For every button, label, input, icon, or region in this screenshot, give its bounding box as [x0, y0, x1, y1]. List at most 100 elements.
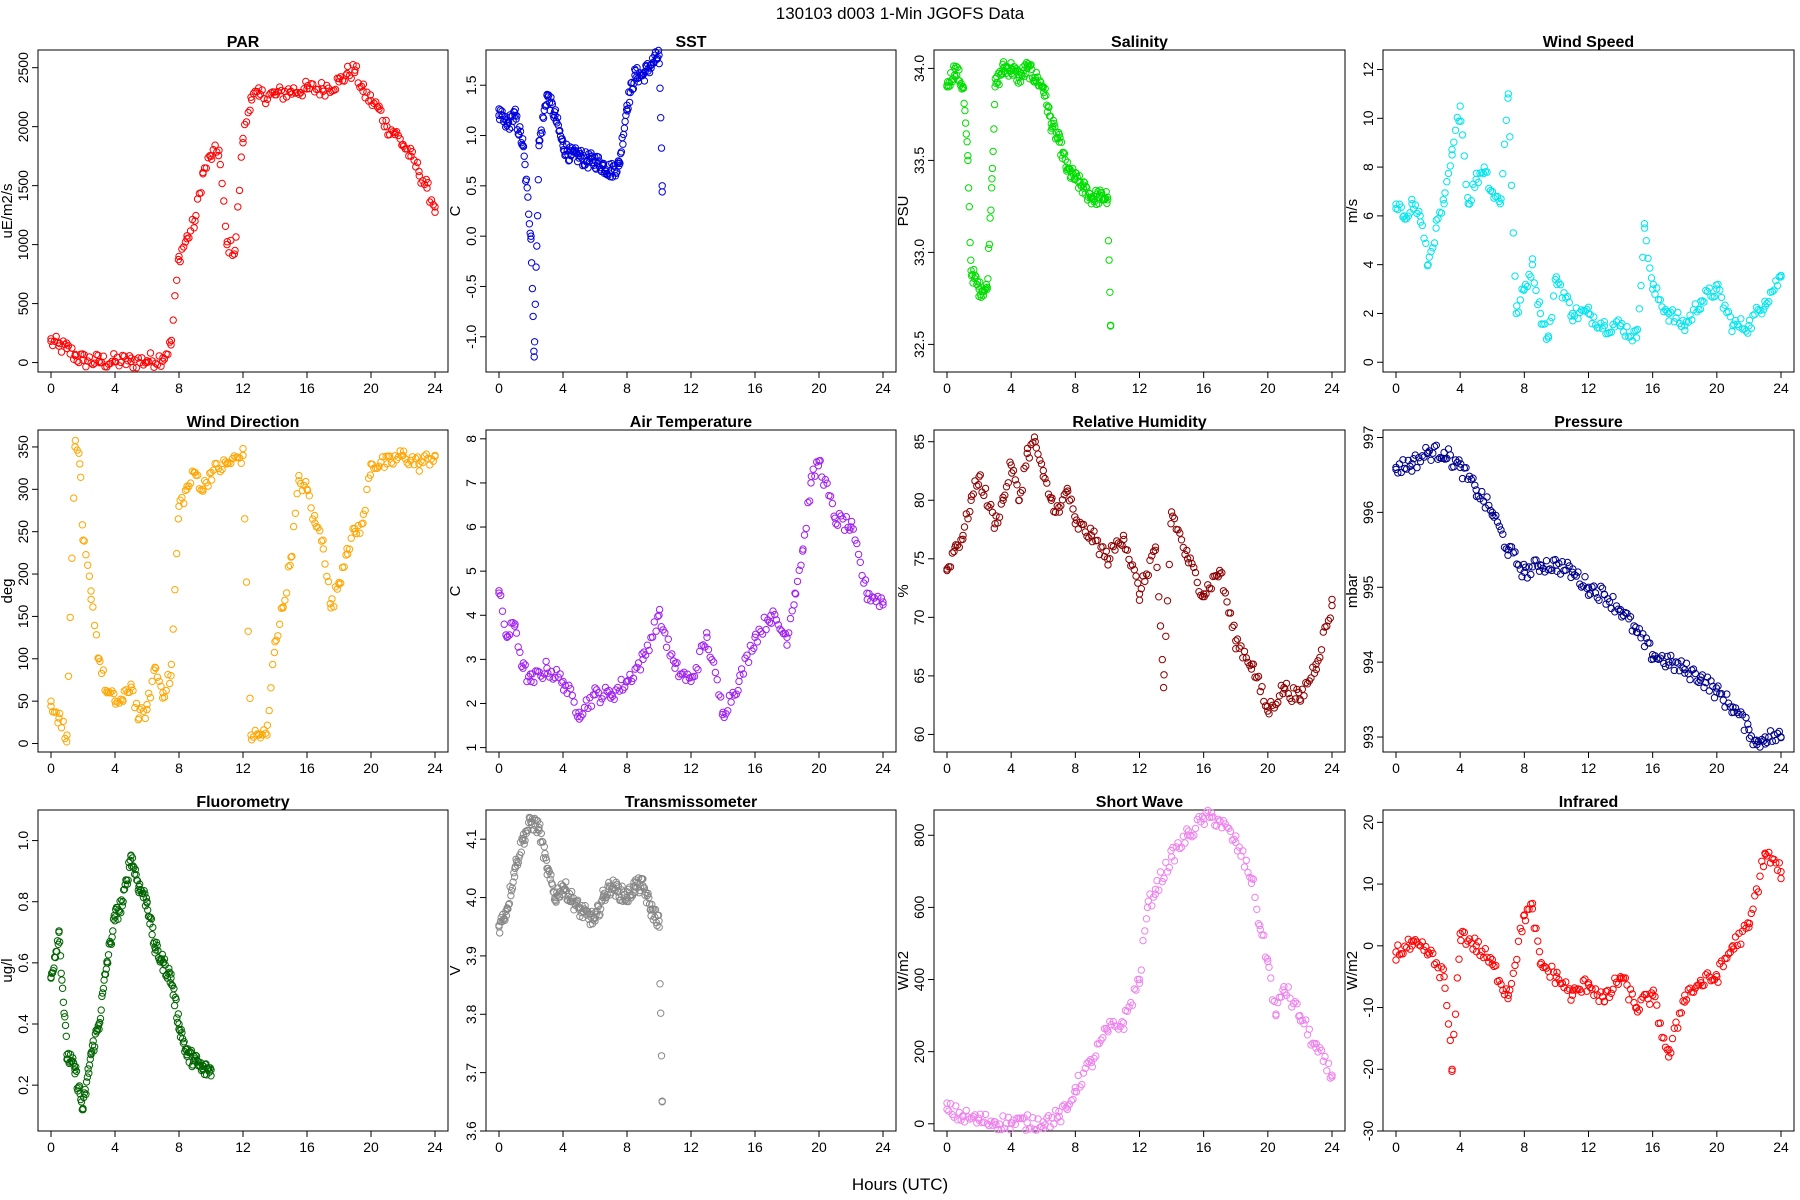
- data-point: [1216, 570, 1224, 578]
- data-point: [134, 354, 143, 362]
- data-point: [1712, 684, 1721, 692]
- data-point: [868, 593, 877, 601]
- data-point: [239, 134, 247, 143]
- data-point: [1607, 989, 1616, 997]
- data-point: [1656, 1019, 1665, 1027]
- data-point: [583, 911, 591, 919]
- data-point: [1395, 460, 1404, 468]
- data-point: [1665, 309, 1673, 318]
- data-point: [1186, 831, 1195, 840]
- data-point: [960, 523, 969, 531]
- data-point: [284, 563, 293, 571]
- data-point: [303, 485, 311, 493]
- data-point: [1256, 921, 1264, 930]
- data-point: [1665, 317, 1673, 325]
- data-point: [1289, 999, 1298, 1008]
- data-point: [520, 152, 528, 160]
- data-point: [1095, 193, 1104, 201]
- x-tick-label: 0: [47, 760, 55, 776]
- x-tick-label: 20: [363, 760, 379, 776]
- data-point: [551, 106, 560, 114]
- data-point: [849, 525, 857, 533]
- data-point: [1232, 838, 1240, 847]
- plot-frame: [1382, 809, 1795, 1132]
- data-point: [98, 989, 107, 997]
- data-point: [1747, 909, 1756, 918]
- x-tick-label: 8: [1071, 760, 1079, 776]
- data-point: [153, 673, 162, 681]
- data-point: [1628, 990, 1637, 998]
- data-point: [136, 705, 144, 714]
- data-point: [191, 468, 199, 477]
- data-point: [191, 1057, 199, 1065]
- data-point: [90, 1043, 99, 1051]
- data-point: [295, 471, 303, 480]
- data-point: [658, 188, 666, 196]
- data-point: [155, 352, 163, 360]
- data-point: [519, 664, 527, 672]
- data-point: [1616, 322, 1625, 330]
- data-point: [1071, 1084, 1080, 1092]
- data-point: [854, 550, 863, 559]
- data-series: [943, 433, 1336, 718]
- data-point: [52, 708, 60, 716]
- data-point: [543, 91, 551, 100]
- x-tick-label: 4: [1007, 760, 1015, 776]
- data-point: [87, 587, 95, 595]
- data-point: [1023, 64, 1031, 73]
- data-point: [1455, 955, 1463, 963]
- data-point: [223, 240, 231, 249]
- data-point: [657, 144, 666, 152]
- x-tick-label: 16: [1196, 760, 1212, 776]
- data-point: [1441, 984, 1449, 992]
- data-point: [556, 126, 564, 135]
- y-axis-label: uE/m2/s: [0, 183, 16, 238]
- x-tick-label: 24: [1324, 1139, 1340, 1155]
- data-point: [735, 677, 743, 686]
- data-point: [943, 566, 951, 575]
- data-point: [1705, 284, 1714, 292]
- data-point: [1424, 948, 1432, 956]
- data-point: [615, 888, 623, 896]
- data-point: [1702, 678, 1710, 687]
- data-point: [800, 531, 809, 539]
- data-point: [1448, 151, 1456, 159]
- data-point: [595, 912, 603, 920]
- plot-frame: [37, 809, 449, 1132]
- data-point: [1116, 540, 1125, 548]
- data-point: [1546, 317, 1554, 325]
- data-point: [629, 85, 637, 93]
- data-point: [127, 680, 135, 688]
- data-point: [198, 1061, 207, 1070]
- data-point: [1729, 322, 1737, 330]
- data-point: [230, 250, 239, 258]
- data-point: [68, 344, 76, 352]
- data-point: [1462, 464, 1470, 472]
- data-point: [1219, 587, 1228, 595]
- data-point: [417, 179, 425, 187]
- data-point: [694, 666, 702, 674]
- data-point: [547, 871, 555, 879]
- data-point: [985, 240, 994, 249]
- data-point: [527, 232, 535, 240]
- data-point: [527, 235, 535, 243]
- data-point: [1415, 454, 1423, 462]
- data-point: [703, 633, 711, 641]
- data-point: [1632, 628, 1641, 636]
- data-point: [950, 547, 958, 556]
- x-tick-label: 4: [111, 1139, 119, 1155]
- data-point: [1724, 699, 1733, 707]
- y-tick-label: 0.8: [15, 892, 31, 912]
- data-point: [123, 880, 132, 888]
- data-point: [495, 923, 503, 931]
- data-point: [1106, 322, 1115, 330]
- data-point: [216, 467, 225, 476]
- data-point: [715, 691, 723, 699]
- data-point: [847, 523, 855, 531]
- data-point: [1541, 962, 1549, 971]
- data-point: [1486, 954, 1495, 962]
- data-point: [99, 352, 108, 360]
- data-point: [1679, 664, 1687, 672]
- data-point: [1392, 204, 1400, 213]
